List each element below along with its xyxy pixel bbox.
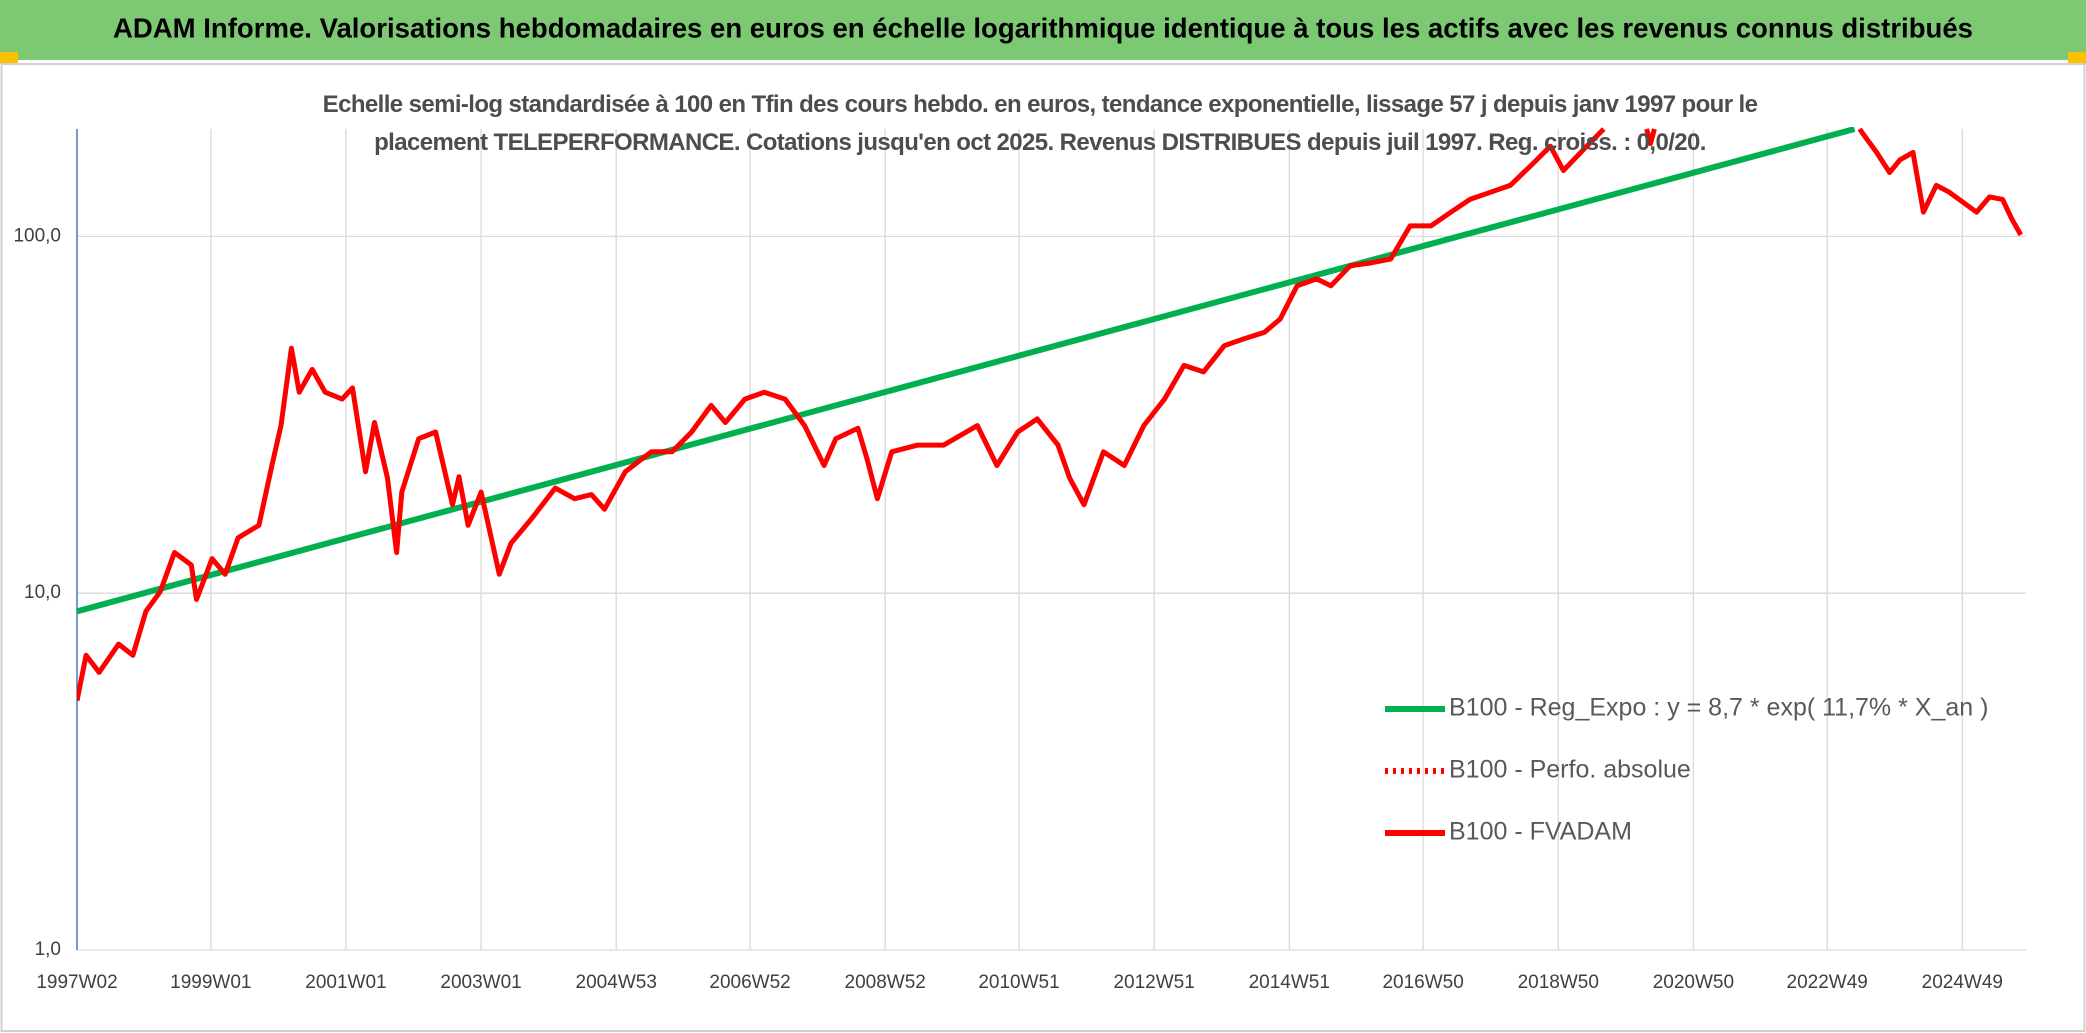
x-tick-label: 2010W51 [978,972,1059,993]
legend-label: B100 - FVADAM [1449,818,1632,846]
legend-label: B100 - Perfo. absolue [1449,756,1691,784]
corner-mark [0,52,18,64]
chart-frame [0,63,2086,1032]
x-tick-label: 2024W49 [1922,972,2003,993]
x-tick-label: 2004W53 [576,972,657,993]
x-tick-label: 2020W50 [1653,972,1734,993]
corner-mark [2068,52,2086,64]
x-tick-label: 2022W49 [1787,972,1868,993]
x-tick-label: 2003W01 [440,972,521,993]
x-tick-label: 2001W01 [305,972,386,993]
series-line [77,127,1856,615]
legend-label: B100 - Reg_Expo : y = 8,7 * exp( 11,7% *… [1449,694,1988,722]
plot-area [77,127,2023,702]
y-tick-label: 10,0 [24,582,61,603]
x-tick-label: 2012W51 [1113,972,1194,993]
x-tick-label: 1999W01 [170,972,251,993]
x-tick-label: 2006W52 [709,972,790,993]
series-line [77,127,2023,702]
x-tick-label: 2014W51 [1249,972,1330,993]
y-tick-label: 1,0 [35,939,61,960]
x-tick-label: 2016W50 [1382,972,1463,993]
x-tick-label: 2018W50 [1518,972,1599,993]
title-banner [0,0,2086,60]
chart-title: ADAM Informe. Valorisations hebdomadaire… [113,12,1973,43]
x-tick-label: 2008W52 [845,972,926,993]
chart-subtitle: Echelle semi-log standardisée à 100 en T… [322,91,1758,156]
x-tick-label: 1997W02 [36,972,117,993]
y-tick-label: 100,0 [13,225,61,246]
